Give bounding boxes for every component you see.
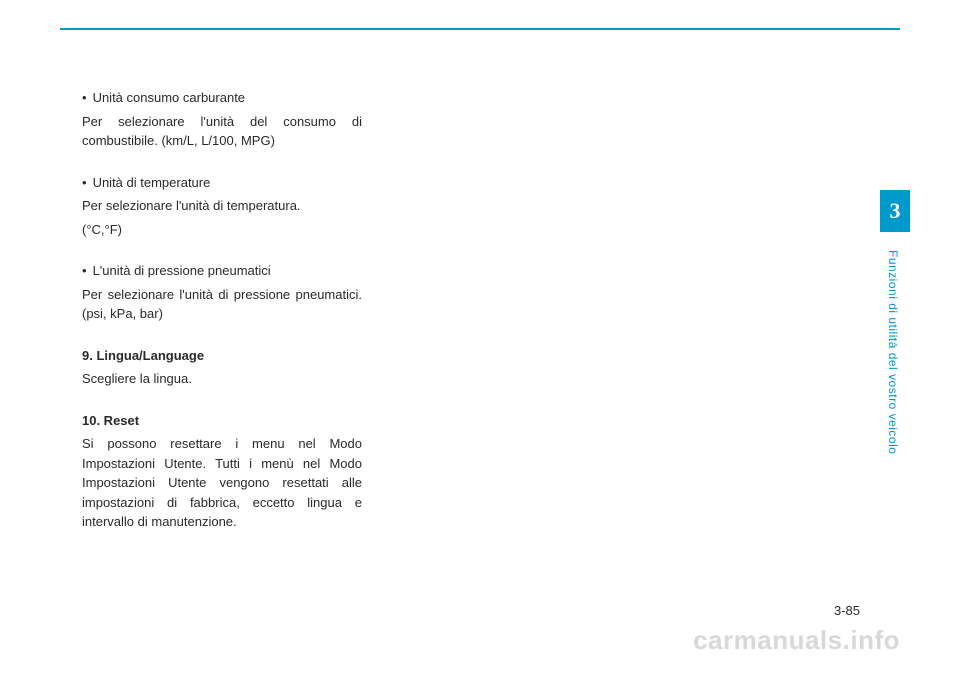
heading-reset: 10. Reset (82, 411, 362, 431)
bullet-item-1: • Unità consumo carburante (82, 88, 362, 108)
bullet-text: L'unità di pressione pneumatici (93, 261, 271, 281)
bullet-text: Unità consumo carburante (93, 88, 245, 108)
page-number: 3-85 (834, 603, 860, 618)
bullet-text: Unità di temperature (93, 173, 211, 193)
paragraph: Per selezionare l'unità di pressione pne… (82, 285, 362, 324)
bullet-dot: • (82, 173, 87, 193)
bullet-item-3: • L'unità di pressione pneumatici (82, 261, 362, 281)
paragraph: Si possono resettare i menu nel Modo Imp… (82, 434, 362, 532)
bullet-dot: • (82, 261, 87, 281)
paragraph: Per selezionare l'unità di temperatura. (82, 196, 362, 216)
paragraph: (°C,°F) (82, 220, 362, 240)
chapter-number: 3 (890, 198, 901, 224)
chapter-title-text: Funzioni di utilità del vostro veicolo (886, 250, 900, 454)
chapter-tab: 3 (880, 190, 910, 232)
paragraph: Per selezionare l'unità del consumo di c… (82, 112, 362, 151)
bullet-item-2: • Unità di temperature (82, 173, 362, 193)
paragraph: Scegliere la lingua. (82, 369, 362, 389)
chapter-title-vertical: Funzioni di utilità del vostro veicolo (884, 250, 902, 570)
watermark: carmanuals.info (693, 625, 900, 656)
heading-language: 9. Lingua/Language (82, 346, 362, 366)
bullet-dot: • (82, 88, 87, 108)
body-content: • Unità consumo carburante Per seleziona… (82, 88, 362, 536)
top-rule (60, 28, 900, 30)
